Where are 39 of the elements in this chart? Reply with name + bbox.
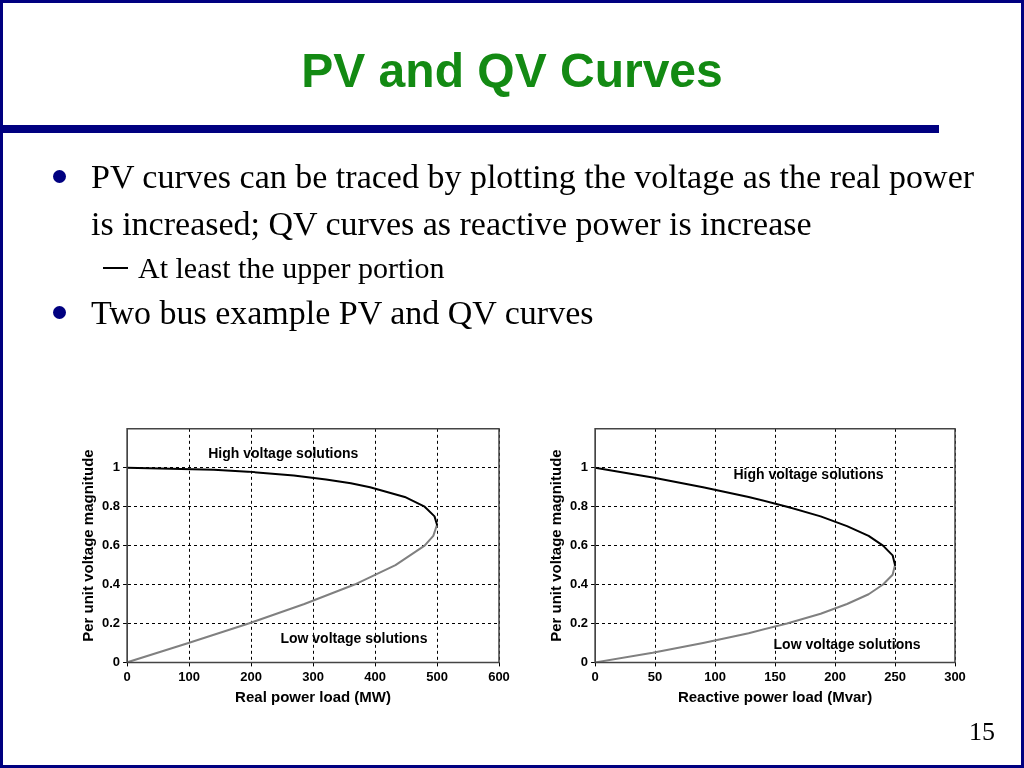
text: At least the upper portion: [138, 251, 445, 284]
y-tick-label: 0.6: [101, 537, 121, 553]
y-tick-label: 0.4: [569, 576, 589, 592]
annotation: Low voltage solutions: [773, 635, 921, 652]
x-tick-label: 400: [364, 668, 386, 684]
x-tick-label: 0: [123, 668, 131, 684]
text: 15: [969, 717, 995, 747]
x-tick-label: 500: [426, 668, 448, 684]
x-tick-label: 200: [240, 668, 262, 684]
y-tick-label: 0: [580, 653, 589, 669]
y-axis-title: Per unit voltage magnitude: [547, 449, 565, 642]
x-tick-label: 0: [591, 668, 599, 684]
x-tick-label: 250: [884, 668, 906, 684]
y-tick-label: 1: [580, 459, 589, 475]
y-tick-label: 0.2: [101, 615, 121, 631]
x-tick-label: 200: [824, 668, 846, 684]
annotation: Low voltage solutions: [280, 629, 428, 646]
y-tick-label: 0.8: [101, 498, 121, 514]
y-tick-label: 0.2: [569, 615, 589, 631]
y-tick-label: 0: [112, 653, 121, 669]
x-tick-label: 100: [704, 668, 726, 684]
y-tick-label: 0.6: [569, 537, 589, 553]
x-axis-title: Real power load (MW): [235, 688, 391, 706]
y-tick-label: 1: [112, 459, 121, 475]
annotation: High voltage solutions: [208, 444, 359, 461]
y-tick-label: 0.8: [569, 498, 589, 514]
x-tick-label: 600: [488, 668, 510, 684]
annotation: High voltage solutions: [733, 466, 884, 483]
y-tick-label: 0.4: [101, 576, 121, 592]
x-tick-label: 50: [647, 668, 663, 684]
text: PV curves can be traced by plotting the voltage as the real power is increased; QV curves as reactive power is increase: [91, 158, 975, 242]
chart-title: PV and QV Curves: [300, 43, 724, 98]
y-axis-title: Per unit voltage magnitude: [79, 449, 97, 642]
x-tick-label: 300: [302, 668, 324, 684]
x-tick-label: 150: [764, 668, 786, 684]
x-tick-label: 100: [178, 668, 200, 684]
x-axis-title: Reactive power load (Mvar): [677, 688, 873, 706]
text: Two bus example PV and QV curves: [91, 294, 594, 331]
x-tick-label: 300: [944, 668, 966, 684]
